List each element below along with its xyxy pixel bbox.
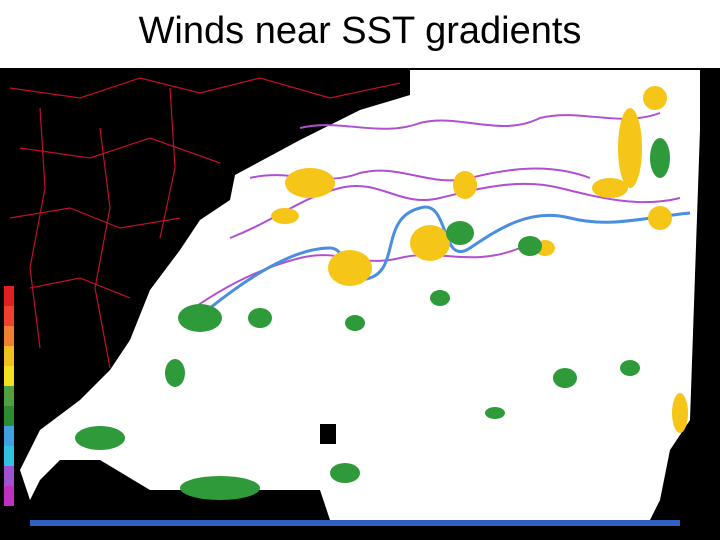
slide-title: Winds near SST gradients [138,10,582,52]
gulf-stream [209,205,691,310]
sst-wind-map [0,68,720,540]
bottom-scale [30,520,680,526]
data-gap [320,424,336,444]
state-borders [9,77,401,369]
color-bar [4,286,14,506]
warm-anomalies [271,86,688,433]
cool-anomalies [75,138,670,500]
ocean [20,70,700,520]
